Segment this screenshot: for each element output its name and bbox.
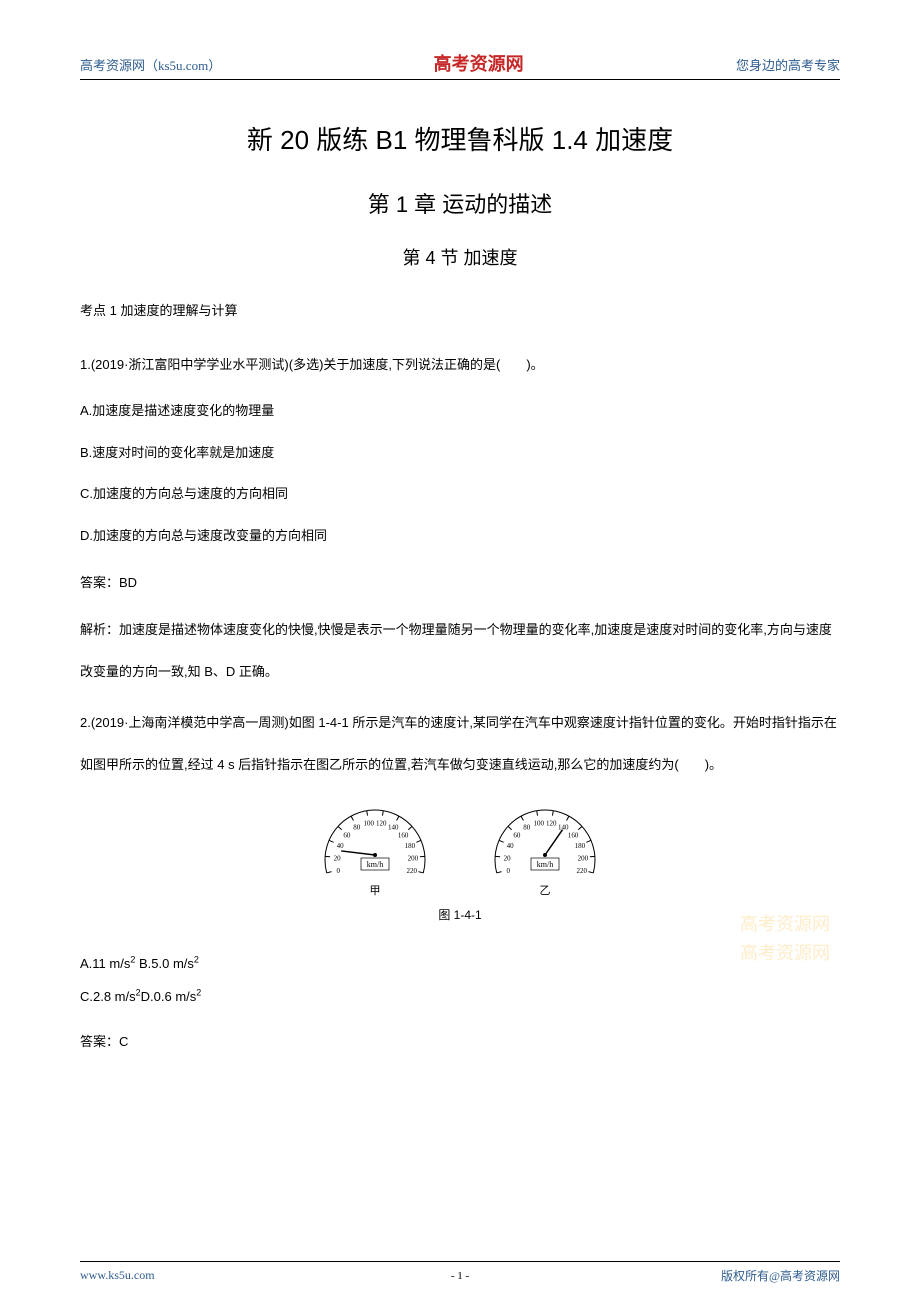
q2-answer: 答案：C xyxy=(80,1031,840,1050)
q2-opt-ab: A.11 m/s2 B.5.0 m/s2 xyxy=(80,956,199,971)
header-right: 您身边的高考专家 xyxy=(736,55,840,74)
svg-text:220: 220 xyxy=(576,867,587,875)
q2-options-line1: A.11 m/s2 B.5.0 m/s2 xyxy=(80,948,840,981)
section-title: 第 4 节 加速度 xyxy=(80,244,840,270)
q1-answer: 答案：BD xyxy=(80,572,840,591)
svg-text:160: 160 xyxy=(398,832,409,840)
svg-text:200: 200 xyxy=(408,855,419,863)
q1-option-a: A.加速度是描述速度变化的物理量 xyxy=(80,393,840,429)
svg-text:km/h: km/h xyxy=(537,860,553,869)
svg-text:120: 120 xyxy=(546,820,557,828)
svg-text:80: 80 xyxy=(523,824,531,832)
footer-left: www.ks5u.com xyxy=(80,1268,155,1283)
speedometer-left: 0 20 40 6080100120140160 180 200 220 km/h xyxy=(310,795,440,875)
svg-text:40: 40 xyxy=(337,842,345,850)
svg-text:220: 220 xyxy=(406,867,417,875)
chapter-title: 第 1 章 运动的描述 xyxy=(80,187,840,219)
svg-text:40: 40 xyxy=(507,842,515,850)
gauge-left-wrapper: 0 20 40 6080100120140160 180 200 220 km/h 甲 xyxy=(310,795,440,898)
svg-text:140: 140 xyxy=(558,824,569,832)
svg-text:20: 20 xyxy=(504,855,512,863)
gauge-right-label: 乙 xyxy=(480,882,610,898)
page-footer: www.ks5u.com - 1 - 版权所有@高考资源网 xyxy=(80,1261,840,1284)
header-left: 高考资源网（ks5u.com） xyxy=(80,55,221,74)
q1-option-c: C.加速度的方向总与速度的方向相同 xyxy=(80,476,840,512)
q1-stem: 1.(2019·浙江富阳中学学业水平测试)(多选)关于加速度,下列说法正确的是(… xyxy=(80,347,840,383)
figure-container: 020406080100120140160180200220km/h 甲 020… xyxy=(80,795,840,898)
svg-text:140: 140 xyxy=(388,824,399,832)
svg-text:60: 60 xyxy=(513,832,521,840)
svg-text:60: 60 xyxy=(343,832,351,840)
svg-text:180: 180 xyxy=(575,842,586,850)
svg-text:100: 100 xyxy=(533,820,544,828)
q1-option-b: B.速度对时间的变化率就是加速度 xyxy=(80,435,840,471)
watermark-line2: 高考资源网 xyxy=(740,939,830,968)
q2-opt-cd: C.2.8 m/s2D.0.6 m/s2 xyxy=(80,989,201,1004)
header-center-logo: 高考资源网 xyxy=(434,50,524,76)
watermark-line1: 高考资源网 xyxy=(740,910,830,939)
exam-point: 考点 1 加速度的理解与计算 xyxy=(80,300,840,319)
q2-options-line2: C.2.8 m/s2D.0.6 m/s2 xyxy=(80,981,840,1014)
footer-page-number: - 1 - xyxy=(451,1270,469,1282)
svg-text:100: 100 xyxy=(363,820,374,828)
page-header: 高考资源网（ks5u.com） 高考资源网 您身边的高考专家 xyxy=(80,50,840,80)
svg-text:120: 120 xyxy=(376,820,387,828)
svg-text:km/h: km/h xyxy=(367,860,383,869)
svg-text:80: 80 xyxy=(353,824,361,832)
q1-analysis: 解析：加速度是描述物体速度变化的快慢,快慢是表示一个物理量随另一个物理量的变化率… xyxy=(80,609,840,692)
main-title: 新 20 版练 B1 物理鲁科版 1.4 加速度 xyxy=(80,120,840,157)
figure-caption: 图 1-4-1 xyxy=(80,906,840,923)
gauge-right-wrapper: 0 20 40 6080100120140160 180 200 220 km/h 乙 xyxy=(480,795,610,898)
footer-right: 版权所有@高考资源网 xyxy=(721,1267,840,1284)
svg-text:180: 180 xyxy=(405,842,416,850)
q1-option-d: D.加速度的方向总与速度改变量的方向相同 xyxy=(80,518,840,554)
svg-text:0: 0 xyxy=(507,867,511,875)
q2-stem: 2.(2019·上海南洋模范中学高一周测)如图 1-4-1 所示是汽车的速度计,… xyxy=(80,702,840,785)
svg-text:200: 200 xyxy=(578,855,589,863)
svg-text:20: 20 xyxy=(334,855,342,863)
watermark: 高考资源网 高考资源网 xyxy=(740,910,830,968)
gauge-left-label: 甲 xyxy=(310,882,440,898)
svg-text:0: 0 xyxy=(337,867,341,875)
speedometer-right: 0 20 40 6080100120140160 180 200 220 km/h xyxy=(480,795,610,875)
svg-text:160: 160 xyxy=(568,832,579,840)
